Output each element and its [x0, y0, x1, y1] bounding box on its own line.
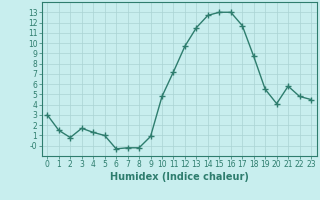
X-axis label: Humidex (Indice chaleur): Humidex (Indice chaleur): [110, 172, 249, 182]
